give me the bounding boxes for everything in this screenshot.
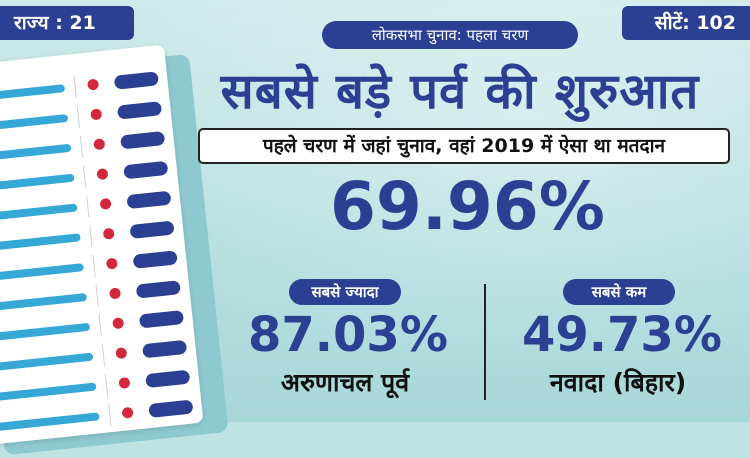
ballot-divider bbox=[82, 165, 87, 188]
states-count-tag: राज्य : 21 bbox=[0, 6, 134, 40]
ballot-dot bbox=[115, 347, 128, 360]
ballot-dot bbox=[105, 257, 118, 270]
ballot-divider bbox=[95, 284, 99, 307]
ballot-dot bbox=[90, 108, 103, 121]
ballot-bar bbox=[0, 322, 91, 343]
ballot-bar bbox=[0, 382, 97, 403]
ballot-bar bbox=[0, 84, 66, 104]
ballot-button bbox=[145, 369, 191, 389]
subtitle-box: पहले चरण में जहां चुनाव, वहां 2019 में ऐ… bbox=[198, 128, 730, 164]
ballot-button bbox=[148, 399, 194, 418]
ballot-bar bbox=[0, 352, 94, 373]
ballot-divider bbox=[76, 105, 81, 128]
ballot-button bbox=[135, 280, 181, 299]
ballot-button bbox=[123, 160, 169, 180]
ballot-divider bbox=[104, 374, 109, 397]
headline: सबसे बड़े पर्व की शुरुआत bbox=[220, 63, 700, 120]
ballot-dot bbox=[93, 138, 106, 151]
seats-count-tag: सीटें: 102 bbox=[622, 6, 750, 40]
ballot-divider bbox=[79, 135, 84, 158]
ballot-bar bbox=[0, 113, 69, 134]
ballot-dot bbox=[112, 317, 125, 330]
lowest-value: 49.73% bbox=[522, 307, 722, 363]
overall-turnout: 69.96% bbox=[330, 168, 605, 245]
ballot-dot bbox=[108, 287, 122, 300]
ballot-divider bbox=[86, 195, 90, 218]
ballot-dot bbox=[121, 406, 134, 419]
lowest-place: नवादा (बिहार) bbox=[549, 368, 687, 397]
ballot-bar bbox=[0, 412, 100, 432]
ballot-divider bbox=[92, 254, 96, 277]
ballot-divider bbox=[73, 75, 77, 98]
ballot-button bbox=[120, 130, 166, 150]
ballot-button bbox=[126, 190, 172, 210]
ballot-dot bbox=[96, 168, 109, 181]
ballot-button bbox=[132, 250, 178, 269]
highest-place: अरुणाचल पूर्व bbox=[280, 368, 410, 397]
ballot-button bbox=[116, 101, 163, 120]
ballot-bar bbox=[0, 263, 85, 283]
ballot-dot bbox=[87, 78, 100, 91]
ballot-dot bbox=[102, 227, 115, 240]
highest-value: 87.03% bbox=[248, 307, 448, 363]
ballot-divider bbox=[108, 404, 112, 427]
ballot-divider bbox=[98, 314, 102, 337]
ballot-bar bbox=[0, 292, 88, 313]
ballot-dot bbox=[118, 376, 131, 389]
ballot-button bbox=[113, 71, 159, 90]
ballot-bar bbox=[0, 173, 75, 194]
ballot-dot bbox=[99, 197, 112, 210]
ballot-bar bbox=[0, 203, 78, 224]
ballot-button bbox=[129, 220, 175, 239]
ballot-button bbox=[141, 339, 188, 359]
phase-subheading: लोकसभा चुनाव: पहला चरण bbox=[322, 21, 578, 49]
ballot-bar bbox=[0, 233, 81, 253]
ballot-divider bbox=[89, 225, 93, 248]
ballot-divider bbox=[101, 344, 106, 367]
ballot-button bbox=[138, 309, 185, 329]
lowest-label: सबसे कम bbox=[563, 279, 675, 305]
highest-label: सबसे ज्यादा bbox=[289, 279, 401, 305]
divider bbox=[484, 284, 486, 400]
ballot-bar bbox=[0, 143, 72, 164]
